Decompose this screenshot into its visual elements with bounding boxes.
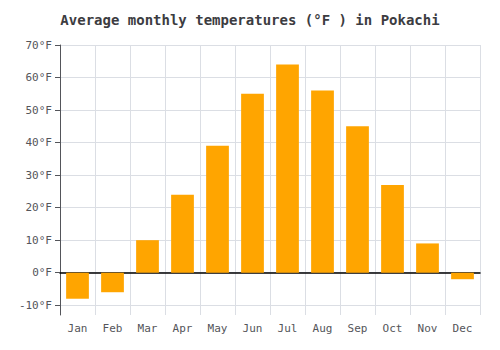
svg-text:0°F: 0°F (32, 266, 52, 279)
svg-text:Nov: Nov (418, 322, 438, 335)
svg-text:Oct: Oct (383, 322, 403, 335)
svg-text:Feb: Feb (103, 322, 123, 335)
svg-text:30°F: 30°F (26, 169, 53, 182)
svg-text:Apr: Apr (173, 322, 193, 335)
svg-text:Aug: Aug (313, 322, 333, 335)
svg-text:Dec: Dec (453, 322, 473, 335)
svg-text:Jul: Jul (278, 322, 298, 335)
svg-text:50°F: 50°F (26, 104, 53, 117)
svg-text:Jan: Jan (68, 322, 88, 335)
svg-text:-10°F: -10°F (19, 299, 52, 312)
svg-text:60°F: 60°F (26, 71, 53, 84)
svg-text:Mar: Mar (138, 322, 158, 335)
svg-text:20°F: 20°F (26, 201, 53, 214)
svg-text:10°F: 10°F (26, 234, 53, 247)
svg-text:May: May (208, 322, 228, 335)
svg-text:Jun: Jun (243, 322, 263, 335)
svg-text:70°F: 70°F (26, 39, 53, 52)
svg-text:Average monthly temperatures (: Average monthly temperatures (°F ) in Po… (60, 12, 439, 28)
svg-text:40°F: 40°F (26, 136, 53, 149)
svg-text:Sep: Sep (348, 322, 368, 335)
